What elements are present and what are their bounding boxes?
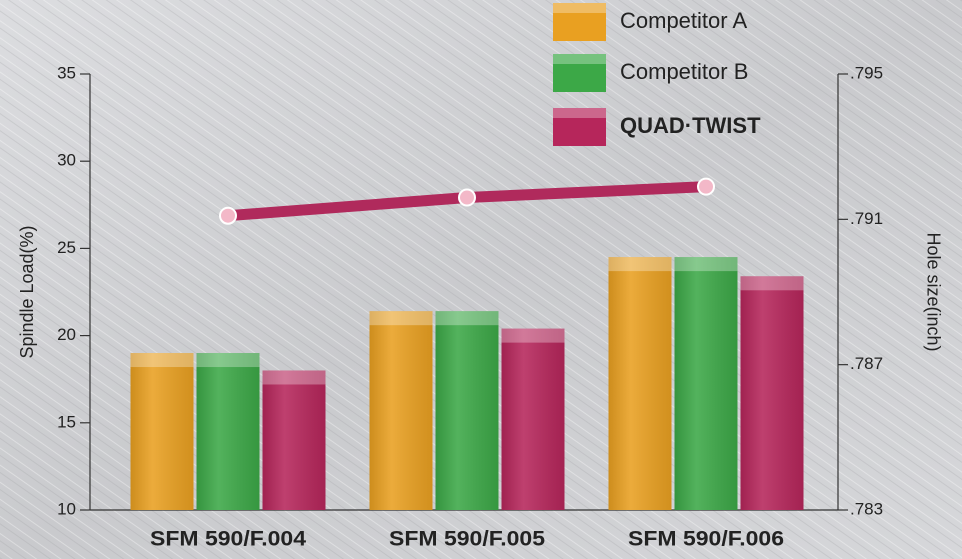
legend-entry: Competitor A bbox=[553, 3, 747, 41]
line-point bbox=[219, 206, 237, 225]
x-tick-label: SFM 590/F.005 bbox=[389, 528, 545, 551]
bar-highlight bbox=[501, 328, 565, 343]
legend-swatch-highlight bbox=[553, 54, 606, 64]
bar-shade bbox=[740, 276, 804, 510]
bar-shade bbox=[130, 353, 194, 510]
bar-highlight bbox=[196, 353, 260, 368]
y2-tick-label: .787 bbox=[850, 354, 883, 373]
y2-tick-label: .795 bbox=[850, 63, 883, 82]
legend-swatch bbox=[553, 108, 606, 146]
legend-label: Competitor B bbox=[620, 59, 748, 84]
y-axis-label: Spindle Load(%) bbox=[17, 225, 37, 358]
bar-highlight bbox=[435, 311, 499, 326]
legend-swatch bbox=[553, 54, 606, 92]
bar-shade bbox=[608, 257, 672, 510]
bar-shade bbox=[501, 328, 565, 510]
x-tick-label: SFM 590/F.006 bbox=[628, 528, 784, 551]
bar-shade bbox=[262, 370, 326, 510]
bar-shade bbox=[369, 311, 433, 510]
legend-label: Competitor A bbox=[620, 8, 747, 33]
legend-swatch-highlight bbox=[553, 108, 606, 118]
legend-swatch-highlight bbox=[553, 3, 606, 13]
bar-shade bbox=[196, 353, 260, 510]
legend-swatch bbox=[553, 3, 606, 41]
y-tick-label: 35 bbox=[57, 63, 76, 82]
bar-shade bbox=[435, 311, 499, 510]
bar-highlight bbox=[674, 257, 738, 272]
y2-tick-label: .791 bbox=[850, 209, 883, 228]
bar-shade bbox=[674, 257, 738, 510]
bar-highlight bbox=[369, 311, 433, 326]
legend-entry: QUAD·TWIST bbox=[553, 108, 761, 146]
y-tick-label: 30 bbox=[57, 151, 76, 170]
y-tick-label: 20 bbox=[57, 325, 76, 344]
legend-label: QUAD·TWIST bbox=[620, 113, 761, 138]
legend-entry: Competitor B bbox=[553, 54, 748, 92]
line-point bbox=[697, 177, 715, 196]
y2-axis-label: Hole size(inch) bbox=[923, 232, 943, 351]
line-point bbox=[458, 188, 476, 207]
bar-highlight bbox=[130, 353, 194, 368]
bar-highlight bbox=[262, 370, 326, 385]
y-tick-label: 25 bbox=[57, 238, 76, 257]
bar-highlight bbox=[608, 257, 672, 272]
bar-highlight bbox=[740, 276, 804, 291]
x-tick-label: SFM 590/F.004 bbox=[150, 528, 306, 551]
y-tick-label: 15 bbox=[57, 412, 76, 431]
y-tick-label: 10 bbox=[57, 499, 76, 518]
y2-tick-label: .783 bbox=[850, 499, 883, 518]
